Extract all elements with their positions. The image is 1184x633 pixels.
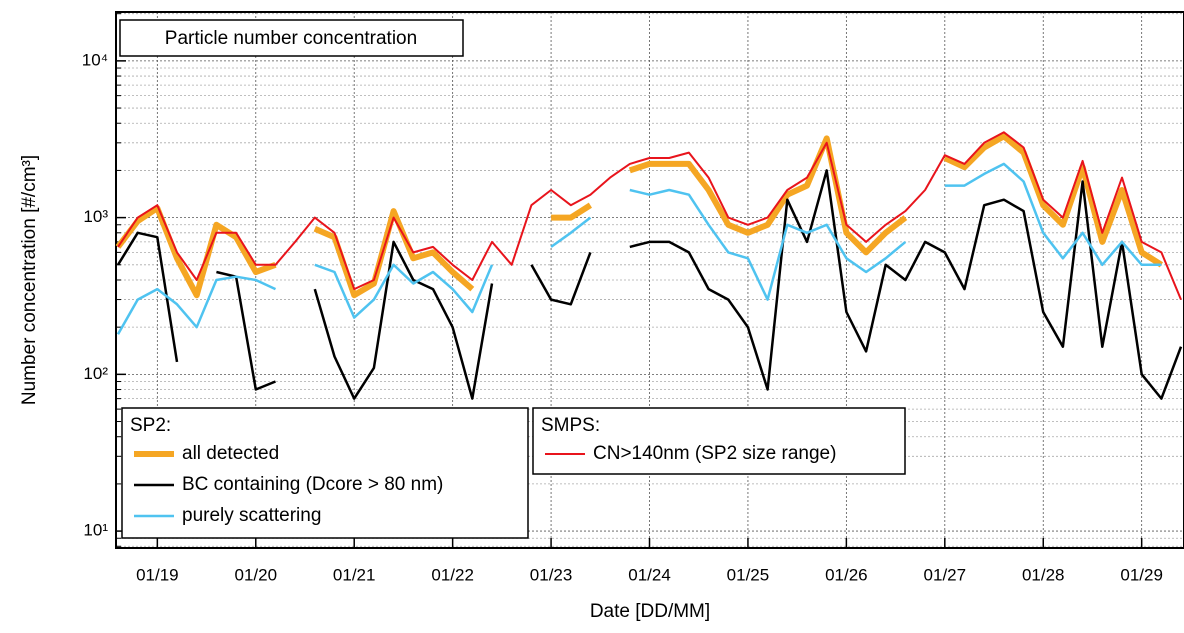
y-tick-label: 10²: [83, 364, 108, 383]
x-axis-label: Date [DD/MM]: [590, 601, 710, 622]
legend-label: BC containing (Dcore > 80 nm): [182, 474, 443, 495]
series-line: [116, 162, 1162, 335]
legend-box: [532, 407, 906, 475]
legend-label: all detected: [182, 443, 279, 464]
x-tick-label: 01/19: [136, 565, 179, 584]
x-tick-label: 01/24: [628, 565, 671, 584]
series-line: [117, 131, 1182, 300]
y-tick-label: 10⁴: [82, 50, 108, 69]
legend-label: CN>140nm (SP2 size range): [593, 443, 836, 464]
y-tick-label: 10¹: [83, 521, 108, 540]
series-line: [115, 133, 1163, 299]
chart-title: Particle number concentration: [165, 28, 417, 49]
x-tick-label: 01/26: [825, 565, 868, 584]
y-tick-label: 10³: [83, 207, 108, 226]
legend-title: SP2:: [130, 415, 171, 436]
plot-frame: [115, 11, 1184, 549]
x-tick-label: 01/20: [235, 565, 278, 584]
x-tick-label: 01/22: [431, 565, 474, 584]
legend-title: SMPS:: [541, 415, 600, 436]
x-tick-label: 01/23: [530, 565, 573, 584]
title-box: [119, 19, 464, 57]
x-tick-label: 01/29: [1120, 565, 1163, 584]
x-tick-label: 01/21: [333, 565, 376, 584]
legend-box: [121, 407, 529, 539]
x-tick-label: 01/28: [1022, 565, 1065, 584]
x-tick-label: 01/27: [924, 565, 967, 584]
series-line: [116, 169, 1183, 400]
legend-label: purely scattering: [182, 505, 321, 526]
y-axis-label: Number concentration [#/cm³]: [19, 155, 40, 405]
x-tick-label: 01/25: [727, 565, 770, 584]
